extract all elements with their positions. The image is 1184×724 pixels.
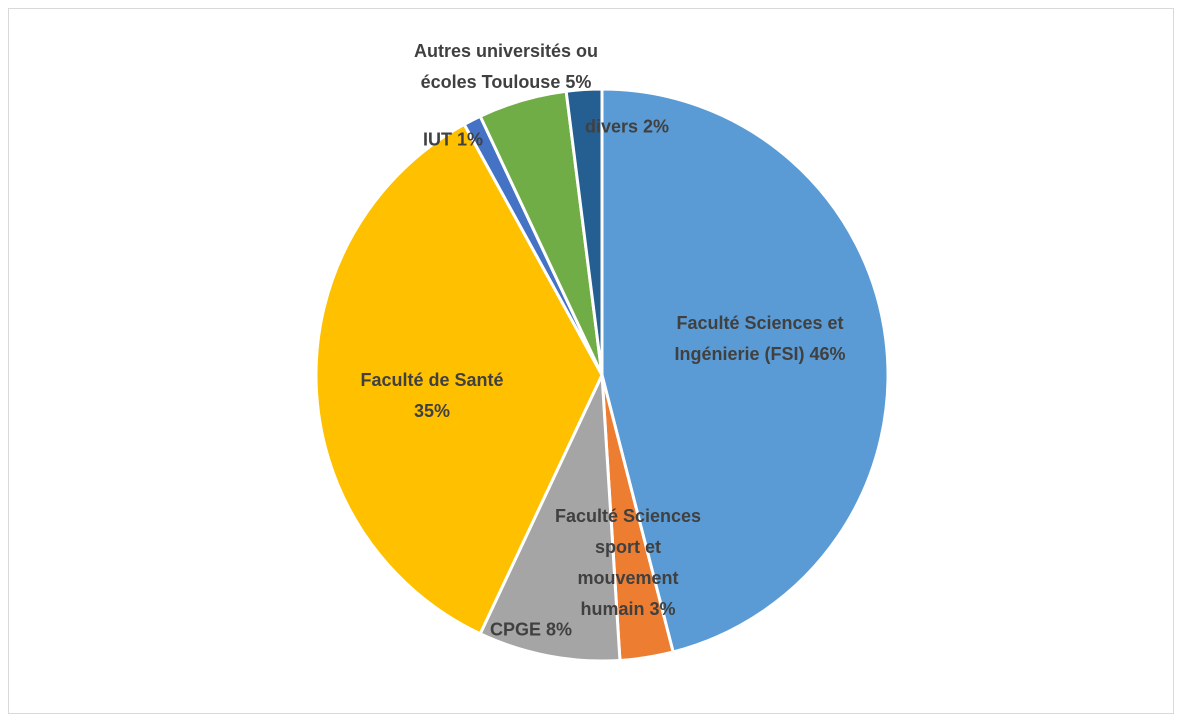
category-name: CPGE [489, 619, 541, 640]
category-name: Faculté Sciences sport et mouvement huma… [554, 506, 702, 619]
pie-slice [478, 373, 622, 663]
category-name: divers [584, 116, 638, 137]
category-name: Autres universités ou écoles Toulouse [413, 41, 599, 92]
slice-label: CPGE 8% [431, 615, 631, 646]
value-label: 8% [546, 619, 573, 640]
category-name: Faculté Sciences et Ingénierie (FSI) [674, 313, 844, 364]
value-label: 5% [565, 72, 592, 92]
category-name: Faculté de Santé [360, 370, 504, 390]
category-name: IUT [422, 129, 452, 150]
slice-label: Faculté de Santé 35% [350, 365, 515, 427]
slice-label: Faculté Sciences sport et mouvement huma… [546, 501, 711, 625]
slice-label: Faculté Sciences et Ingénierie (FSI) 46% [650, 308, 870, 370]
slice-label: IUT 1% [393, 125, 513, 156]
pie-slice [564, 87, 604, 377]
pie-slice [600, 87, 890, 654]
value-label: 46% [809, 344, 846, 364]
value-label: 3% [649, 599, 676, 619]
slice-label: divers 2% [567, 112, 687, 143]
slice-label: Autres universités ou écoles Toulouse 5% [399, 36, 614, 98]
value-label: 35% [413, 401, 451, 421]
pie-slice [314, 122, 604, 636]
value-label: 1% [457, 129, 484, 150]
chart-frame [8, 8, 1174, 714]
value-label: 2% [643, 116, 670, 137]
